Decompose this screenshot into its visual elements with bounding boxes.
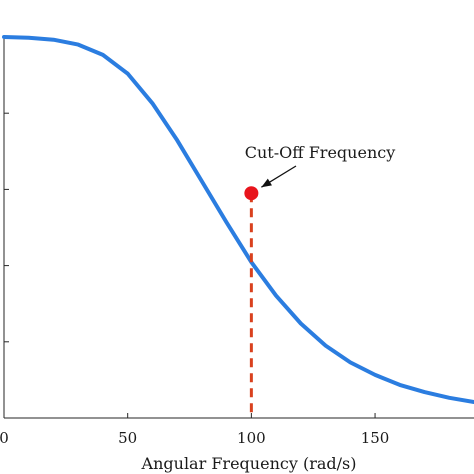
- annotation-text: Cut-Off Frequency: [245, 143, 396, 162]
- x-axis-label: Angular Frequency (rad/s): [141, 454, 357, 473]
- response-curve: [2, 35, 474, 404]
- x-tick-label: 150: [361, 429, 390, 447]
- x-tick-label: 50: [118, 429, 137, 447]
- plot-area: [2, 35, 474, 418]
- x-tick-label: 0: [0, 429, 9, 447]
- x-tick-label: 100: [237, 429, 266, 447]
- cutoff-marker: [244, 186, 259, 201]
- axes: [3, 37, 474, 419]
- ticks: 0 50 100 150: [0, 36, 390, 447]
- annotation-arrowhead: [261, 178, 272, 188]
